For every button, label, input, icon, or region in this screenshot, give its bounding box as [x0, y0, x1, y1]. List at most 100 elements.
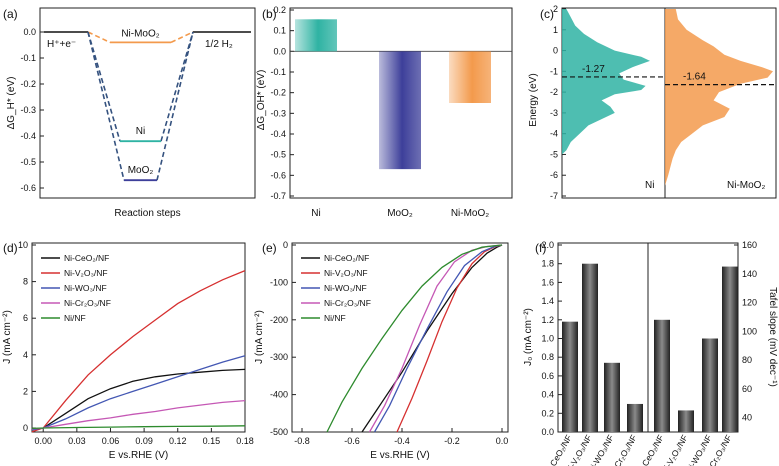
legend-label: Ni-V₂O₃/NF [324, 268, 368, 278]
end-label: 1/2 H₂ [205, 39, 233, 50]
y-right-tick-label: 160 [742, 240, 757, 250]
plot-frame [289, 7, 513, 199]
y-tick-label: 0 [23, 423, 28, 433]
y-tick-label: -0.3 [20, 105, 36, 115]
panel-b: (b)0.2 0.1 0.0 -0.1 -0.2 -0.3 -0.4 -0.5 -0.6 -0.7… [256, 5, 513, 219]
panel-label-f: (f) [535, 241, 546, 255]
y-tick-label: -0.5 [270, 150, 286, 160]
panel-c: (c)2 1 0 -1 -2 -3 -4 -5 -6 -7 Energy (eV) -1.27 -1.6… [528, 4, 777, 201]
y-tick-label: -4 [550, 129, 558, 139]
y-tick-label: -0.6 [20, 183, 36, 193]
series-line-4 [31, 425, 246, 430]
x-tick-label: -0.6 [344, 436, 360, 446]
bar-right-3 [722, 266, 738, 432]
bar-2 [449, 51, 491, 103]
y-axis-label: Energy (eV) [528, 73, 539, 126]
y-tick-label: 6 [23, 313, 28, 323]
dos-ni-area [562, 9, 650, 155]
connector-right [160, 31, 194, 142]
center-label-nimo: -1.64 [683, 72, 706, 83]
bar-left-2 [604, 362, 620, 432]
y-tick-label: 10 [18, 240, 28, 250]
x-tick-label: -0.2 [444, 436, 460, 446]
y-right-tick-label: 140 [742, 269, 757, 279]
y-tick-label: -5 [550, 149, 558, 159]
y-axis-label: ΔG_H* (eV) [6, 77, 17, 130]
category-label: Ni-CeO₂/NF [634, 433, 665, 466]
y-tick-label: -3 [550, 108, 558, 118]
y-tick-label: 2.0 [541, 240, 554, 250]
y-tick-label: 2 [23, 386, 28, 396]
legend-label: Ni-WO₃/NF [64, 283, 107, 293]
y-tick-label: 0.0 [541, 427, 554, 437]
plot-frame [39, 7, 256, 199]
y-tick-label: 1.6 [541, 277, 554, 287]
bar-left-0 [562, 321, 578, 432]
y-tick-label: 0 [283, 240, 288, 250]
series-line-4 [326, 244, 503, 433]
y-tick-label: 1.4 [541, 296, 554, 306]
panel-label-d: (d) [3, 241, 18, 255]
legend-label: Ni-Cr₂O₃/NF [324, 298, 371, 308]
y-tick-label: -0.7 [270, 191, 286, 201]
y-tick-label: 0.1 [273, 26, 286, 36]
y-tick-label: -300 [270, 352, 288, 362]
panel-label-e: (e) [262, 241, 277, 255]
series-line-2 [31, 355, 246, 431]
y-tick-label: -0.3 [270, 108, 286, 118]
y-tick-label: 0 [553, 46, 558, 56]
series-line-1 [396, 244, 503, 433]
y-right-tick-label: 60 [742, 384, 752, 394]
y-tick-label: -0.4 [270, 129, 286, 139]
y-right-tick-label: 100 [742, 326, 757, 336]
y-right-axis-label: Tafel slope (mV dec⁻¹) [767, 287, 778, 387]
legend-label: Ni-Cr₂O₃/NF [64, 298, 111, 308]
bar-0 [295, 19, 337, 52]
category-label: Ni-MoO₂ [451, 208, 489, 219]
y-axis-label: J₀ (mA cm⁻²) [523, 308, 534, 366]
y-right-tick-label: 120 [742, 298, 757, 308]
y-tick-label: 0.4 [541, 390, 554, 400]
y-axis-label: J (mA cm⁻²) [254, 310, 265, 364]
y-tick-label: 1.8 [541, 259, 554, 269]
y-tick-label: 0.2 [273, 5, 286, 15]
level-label: MoO₂ [128, 165, 154, 176]
panel-label-c: (c) [540, 7, 554, 21]
panel-f: (f) 0.0 0.2 0.4 0.6 0.8 1.0 1.2 1.4 1.6 1.8 2.0 40 60… [523, 240, 778, 466]
bar-right-1 [678, 410, 694, 432]
x-axis-label: E vs.RHE (V) [370, 450, 429, 461]
connector-right [170, 31, 194, 44]
y-tick-label: 4 [23, 350, 28, 360]
y-right-tick-label: 80 [742, 355, 752, 365]
x-tick-label: 0.15 [203, 436, 221, 446]
y-tick-label: 0.0 [23, 27, 36, 37]
bar-left-3 [627, 403, 643, 432]
start-label: H⁺+e⁻ [47, 39, 76, 50]
bar-right-0 [654, 319, 670, 432]
series-line-1 [31, 269, 246, 433]
y-tick-label: -0.2 [20, 79, 36, 89]
y-tick-label: 0.0 [273, 46, 286, 56]
series-line-0 [31, 368, 246, 431]
series-label-nimo: Ni-MoO₂ [727, 180, 765, 191]
panel-d: (d) 0 2 4 6 8 10 0.00 0.03 0.06 0.09 0.12 0.15 0.18 J … [2, 240, 254, 461]
level-label: Ni-MoO₂ [121, 28, 159, 39]
series-line-3 [31, 399, 246, 430]
y-right-tick-label: 40 [742, 413, 752, 423]
bar-1 [379, 51, 421, 170]
legend-label: Ni-CeO₂/NF [324, 253, 369, 263]
plot-frame [31, 242, 246, 433]
panel-e: (e) 0 -100 -200 -300 -400 -500 -0.8 -0.6 -0.4 -0.2… [254, 240, 509, 461]
y-tick-label: 0.2 [541, 408, 554, 418]
category-label: MoO₂ [387, 208, 413, 219]
y-tick-label: -7 [550, 191, 558, 201]
x-tick-label: 0.09 [135, 436, 153, 446]
x-tick-label: 0.12 [169, 436, 187, 446]
y-tick-label: -0.5 [20, 157, 36, 167]
y-tick-label: 0.8 [541, 352, 554, 362]
dos-nimo-area [665, 9, 773, 186]
y-tick-label: 0.6 [541, 371, 554, 381]
bar-left-1 [582, 263, 598, 432]
connector-left [87, 31, 121, 142]
